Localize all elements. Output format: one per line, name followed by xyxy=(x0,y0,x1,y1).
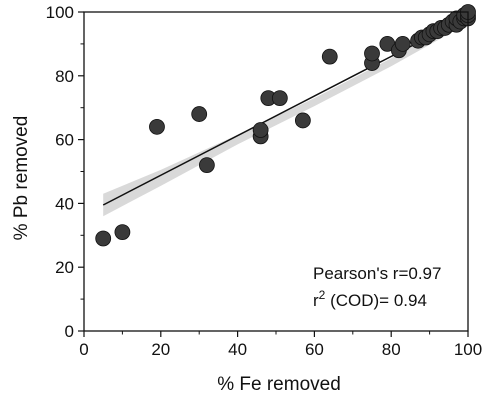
r2-rest: (COD)= 0.94 xyxy=(325,291,427,310)
y-tick-label: 100 xyxy=(46,3,74,22)
axes-layer: 0 20 40 60 80 100 0 20 40 60 80 100 xyxy=(46,3,482,359)
y-tick-label: 0 xyxy=(65,322,74,341)
x-tick-label: 20 xyxy=(151,340,170,359)
data-point xyxy=(149,118,165,135)
confidence-band xyxy=(103,12,468,217)
r2-exponent: 2 xyxy=(319,288,326,302)
data-point xyxy=(114,224,131,241)
y-tick-label: 40 xyxy=(55,194,74,213)
y-tick-label: 80 xyxy=(55,67,74,86)
r2-annotation: r2 (COD)= 0.94 xyxy=(313,288,427,310)
x-tick-label: 60 xyxy=(305,340,324,359)
data-point xyxy=(294,112,311,129)
confidence-band-layer xyxy=(103,12,468,217)
x-tick-label: 40 xyxy=(228,340,247,359)
y-axis-title: % Pb removed xyxy=(11,116,32,241)
data-point xyxy=(394,36,411,52)
y-tick-label: 60 xyxy=(55,131,74,150)
data-point xyxy=(271,90,288,107)
data-point xyxy=(252,122,269,138)
y-tick-label: 20 xyxy=(55,258,74,277)
plot-frame xyxy=(83,11,469,332)
data-point xyxy=(191,106,208,122)
x-tick-label: 0 xyxy=(79,340,88,359)
data-points-layer xyxy=(95,4,476,247)
x-axis-title: % Fe removed xyxy=(217,374,341,394)
r2-base: r xyxy=(313,291,319,310)
pearson-annotation: Pearson's r=0.97 xyxy=(313,264,441,283)
x-tick-label: 80 xyxy=(382,340,401,359)
data-point xyxy=(198,157,215,174)
x-tick-label: 100 xyxy=(454,340,482,359)
data-point xyxy=(95,230,112,247)
data-point xyxy=(364,45,380,62)
data-point xyxy=(321,48,338,65)
